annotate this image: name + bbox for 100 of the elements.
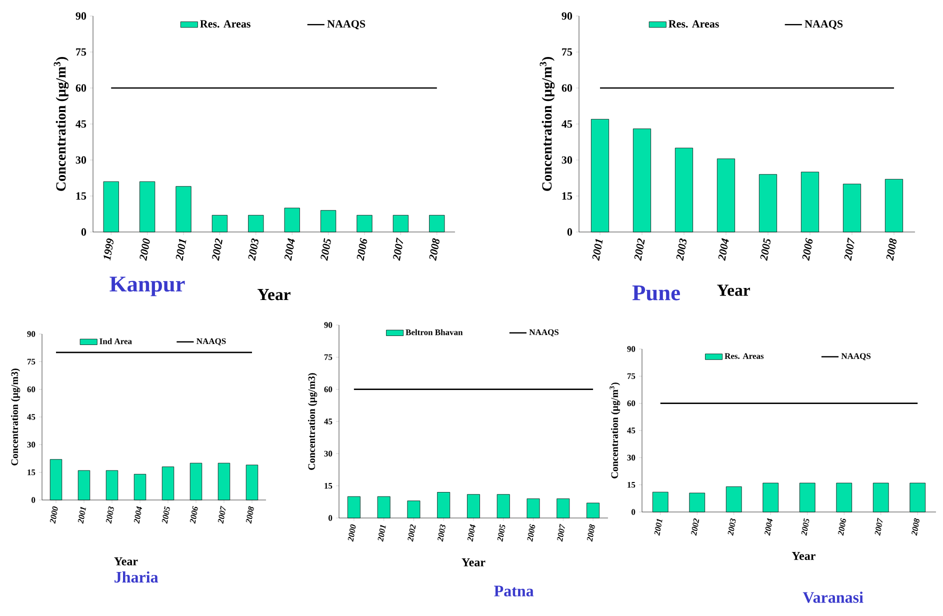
y-tick-label: 75	[27, 358, 36, 364]
x-tick-label: 2008	[912, 518, 920, 536]
y-tick-label: 30	[627, 454, 636, 461]
x-tick-label: 2003	[438, 524, 446, 542]
y-tick-label: 75	[76, 48, 86, 56]
x-tick-label: 2002	[408, 524, 416, 542]
x-tick-label: 2004	[764, 518, 773, 536]
x-tick-label: 2006	[356, 238, 368, 261]
y-tick-label: 0	[567, 228, 572, 236]
x-tick-label: 2001	[378, 524, 386, 542]
x-axis-title: Year	[462, 558, 486, 566]
legend-label: NAAQS	[841, 353, 871, 360]
y-tick-label: 15	[324, 482, 332, 489]
legend-label: NAAQS	[196, 338, 226, 346]
x-tick-label: 2006	[838, 518, 846, 536]
x-tick-label: 2008	[429, 238, 440, 261]
y-tick-label: 15	[562, 192, 572, 200]
y-tick-label: 0	[328, 515, 332, 521]
y-tick-label: 30	[562, 156, 572, 164]
x-axis-title: Year	[717, 284, 750, 296]
x-tick-label: 2005	[497, 524, 506, 542]
x-tick-label: 2007	[844, 237, 854, 261]
x-tick-label: 2002	[212, 238, 222, 261]
y-axis-title: Concentration (µg/m$^{3}$)	[54, 57, 69, 191]
y-tick-label: 90	[27, 331, 36, 337]
y-tick-label: 75	[324, 354, 332, 360]
legend-label: NAAQS	[804, 20, 843, 30]
y-tick-label: 60	[562, 84, 572, 92]
y-tick-label: 90	[627, 346, 636, 352]
x-tick-label: 2007	[218, 506, 226, 524]
x-tick-label: 2000	[50, 506, 58, 524]
x-tick-label: 2005	[801, 518, 810, 536]
x-tick-label: 2001	[654, 518, 662, 536]
y-axis-title: Concentration (µg/m3)	[308, 373, 318, 470]
y-tick-label: 60	[27, 386, 36, 392]
x-tick-label: 2001	[176, 239, 186, 261]
text: Patna	[494, 586, 534, 596]
x-tick-label: 2003	[676, 238, 687, 261]
y-tick-label: 15	[628, 482, 636, 488]
legend-label: Ind Area	[100, 338, 132, 344]
x-tick-label: 2005	[760, 238, 770, 261]
x-tick-label: 2007	[874, 518, 883, 536]
x-axis-title: Year	[792, 552, 816, 560]
x-tick-label: 2002	[634, 238, 645, 261]
x-tick-label: 2008	[886, 238, 897, 261]
y-tick-label: 30	[27, 442, 36, 448]
text: Kanpur	[110, 276, 185, 296]
x-tick-label: 2004	[284, 238, 295, 261]
legend-label: NAAQS	[529, 329, 559, 336]
legend-label: Beltron Bhavan	[406, 329, 463, 336]
legend-label: Res. Areas	[724, 353, 764, 359]
x-tick-label: 2003	[248, 238, 258, 261]
legend-label: NAAQS	[327, 20, 366, 30]
y-axis-title: Concentration (µg/m$^{3}$)	[610, 382, 620, 478]
y-tick-label: 90	[324, 322, 332, 328]
y-tick-label: 30	[324, 450, 332, 457]
text: Jharia	[114, 571, 158, 583]
x-tick-label: 2001	[78, 506, 86, 524]
x-tick-label: 2003	[728, 518, 736, 536]
x-tick-label: 2004	[134, 506, 142, 524]
x-tick-label: 2000	[140, 238, 150, 261]
y-tick-label: 0	[632, 509, 636, 515]
y-tick-label: 75	[627, 373, 636, 379]
y-tick-label: 45	[324, 418, 332, 424]
y-tick-label: 60	[76, 84, 86, 92]
x-tick-label: 2004	[467, 524, 476, 542]
x-tick-label: 2002	[691, 518, 700, 536]
x-tick-label: 2006	[190, 506, 198, 524]
x-tick-label: 2000	[348, 524, 356, 542]
y-tick-label: 45	[27, 414, 36, 420]
text: Pune	[632, 285, 680, 300]
y-tick-label: 90	[562, 12, 572, 20]
x-tick-label: 1999	[104, 238, 114, 261]
legend-label: Res. Areas	[668, 20, 719, 28]
x-axis-title: Year	[114, 557, 138, 566]
x-axis-title: Year	[258, 289, 290, 300]
x-tick-label: 2006	[527, 524, 536, 542]
text: Varanasi	[802, 592, 864, 603]
y-tick-label: 30	[76, 156, 86, 164]
y-tick-label: 0	[32, 497, 36, 503]
y-axis-title: Concentration (µg/m$^{3}$)	[540, 57, 555, 191]
x-tick-label: 2008	[587, 524, 595, 542]
x-tick-label: 2004	[718, 238, 729, 261]
legend-label: Res. Areas	[200, 20, 250, 28]
x-tick-label: 2003	[106, 506, 114, 524]
x-tick-label: 2007	[557, 524, 565, 542]
y-tick-label: 60	[627, 400, 636, 406]
y-tick-label: 45	[76, 120, 86, 128]
y-tick-label: 15	[76, 192, 86, 200]
y-tick-label: 60	[324, 386, 332, 392]
x-tick-label: 2007	[393, 237, 403, 261]
x-tick-label: 2001	[592, 239, 603, 261]
x-tick-label: 2005	[320, 238, 331, 261]
y-tick-label: 75	[562, 48, 572, 56]
y-tick-label: 45	[627, 428, 636, 434]
x-tick-label: 2005	[162, 506, 170, 524]
y-tick-label: 90	[76, 12, 86, 20]
x-tick-label: 2006	[802, 238, 813, 261]
y-tick-label: 15	[28, 469, 36, 476]
y-axis-title: Concentration (µg/m3)	[10, 368, 20, 466]
